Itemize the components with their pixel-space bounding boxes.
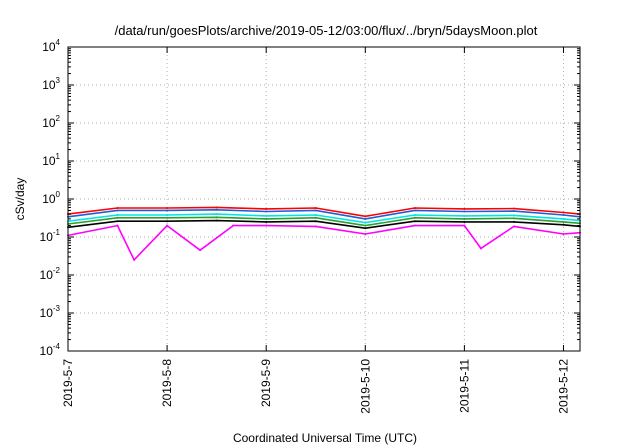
data-point xyxy=(199,249,202,252)
data-point xyxy=(364,221,367,224)
series-line-5 xyxy=(67,209,581,220)
data-point xyxy=(215,219,218,222)
data-point xyxy=(512,207,515,210)
data-point xyxy=(413,220,416,223)
data-point xyxy=(133,258,136,261)
data-point xyxy=(166,209,169,212)
data-point xyxy=(166,206,169,209)
data-point xyxy=(265,207,268,210)
y-tick-label: 10-1 xyxy=(40,228,61,244)
data-point xyxy=(562,232,565,235)
series-line-1 xyxy=(67,224,581,261)
x-axis-label: Coordinated Universal Time (UTC) xyxy=(233,431,417,445)
x-tick-label: 2019-5-7 xyxy=(61,359,75,407)
series-line-6 xyxy=(67,206,581,218)
data-point xyxy=(512,214,515,217)
data-point xyxy=(413,206,416,209)
y-tick-label: 10-4 xyxy=(40,342,61,358)
x-tick-label: 2019-5-9 xyxy=(259,359,273,407)
series-layer xyxy=(67,206,581,261)
data-point xyxy=(562,211,565,214)
data-point xyxy=(463,214,466,217)
series-line-3 xyxy=(67,216,581,227)
data-point xyxy=(116,209,119,212)
data-point xyxy=(364,232,367,235)
data-point xyxy=(512,210,515,213)
data-point xyxy=(512,217,515,220)
data-point xyxy=(314,216,317,219)
data-point xyxy=(562,220,565,223)
data-point xyxy=(166,220,169,223)
data-point xyxy=(314,206,317,209)
data-point xyxy=(413,216,416,219)
y-tick-label: 104 xyxy=(42,38,60,54)
data-point xyxy=(314,209,317,212)
data-point xyxy=(364,215,367,218)
data-point xyxy=(364,227,367,230)
data-point xyxy=(215,216,218,219)
grid xyxy=(68,47,580,351)
data-point xyxy=(562,217,565,220)
data-point xyxy=(463,217,466,220)
data-point xyxy=(215,206,218,209)
x-tick-label: 2019-5-12 xyxy=(556,359,570,414)
data-point xyxy=(413,224,416,227)
chart-title: /data/run/goesPlots/archive/2019-05-12/0… xyxy=(115,23,538,38)
data-point xyxy=(463,210,466,213)
data-point xyxy=(116,213,119,216)
data-point xyxy=(413,209,416,212)
data-point xyxy=(116,216,119,219)
y-tick-label: 103 xyxy=(42,76,60,92)
data-point xyxy=(463,220,466,223)
data-point xyxy=(265,224,268,227)
data-point xyxy=(463,224,466,227)
data-point xyxy=(562,213,565,216)
data-point xyxy=(166,213,169,216)
y-tick-label: 10-3 xyxy=(40,304,61,320)
data-point xyxy=(116,224,119,227)
data-point xyxy=(314,225,317,228)
y-tick-label: 101 xyxy=(42,152,60,168)
data-point xyxy=(215,208,218,211)
data-point xyxy=(116,220,119,223)
data-point xyxy=(413,213,416,216)
data-point xyxy=(364,217,367,220)
data-point xyxy=(215,213,218,216)
series-line-2 xyxy=(67,219,581,229)
data-point xyxy=(265,217,268,220)
data-point xyxy=(512,220,515,223)
data-point xyxy=(314,220,317,223)
data-point xyxy=(166,216,169,219)
data-point xyxy=(116,206,119,209)
data-point xyxy=(265,214,268,217)
data-point xyxy=(265,220,268,223)
data-point xyxy=(166,224,169,227)
x-tick-label: 2019-5-10 xyxy=(358,359,372,414)
y-axis-label: cSv/day xyxy=(13,178,27,221)
y-tick-label: 100 xyxy=(42,190,60,206)
x-tick-label: 2019-5-8 xyxy=(160,359,174,407)
data-point xyxy=(364,224,367,227)
y-axis: 10-4 10-3 10-2 10-1 100 101 102 103 104 xyxy=(40,38,580,358)
data-point xyxy=(463,207,466,210)
data-point xyxy=(562,223,565,226)
y-tick-label: 10-2 xyxy=(40,266,61,282)
data-point xyxy=(232,224,235,227)
x-tick-label: 2019-5-11 xyxy=(457,359,471,413)
x-axis: 2019-5-7 2019-5-8 2019-5-9 2019-5-10 2019-5-… xyxy=(61,47,570,414)
data-point xyxy=(265,210,268,213)
data-point xyxy=(314,213,317,216)
y-tick-label: 102 xyxy=(42,114,60,130)
data-point xyxy=(479,247,482,250)
series-line-4 xyxy=(67,213,581,224)
data-point xyxy=(512,225,515,228)
